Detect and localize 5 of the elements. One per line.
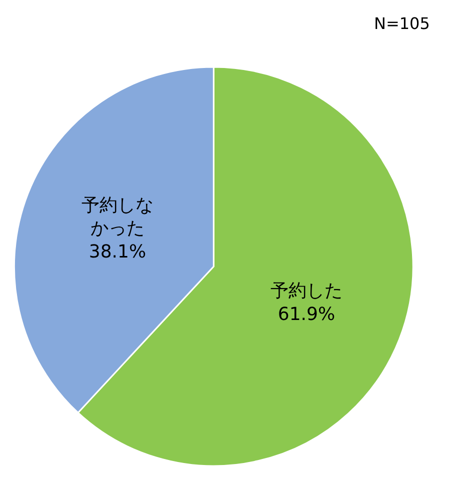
data-label: 61.9% bbox=[278, 304, 336, 326]
slice-label: 予約した bbox=[270, 280, 342, 302]
text: N=105 bbox=[374, 14, 430, 33]
slice-label: 予約しなかった bbox=[81, 194, 154, 240]
data-label: 38.1% bbox=[88, 242, 146, 263]
